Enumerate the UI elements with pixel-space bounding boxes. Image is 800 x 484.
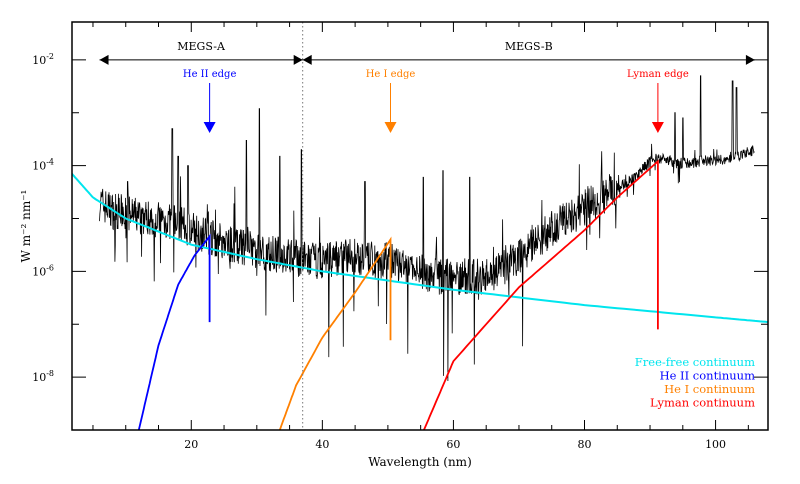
series-line-4 bbox=[423, 159, 659, 430]
legend-entry-2: He II continuum bbox=[660, 369, 756, 383]
legend-entry-4: Lyman continuum bbox=[650, 396, 755, 410]
edge-label-1: He II edge bbox=[183, 69, 237, 80]
x-tick-label: 100 bbox=[705, 438, 726, 451]
y-tick-base: 10 bbox=[32, 265, 46, 278]
series-line-1 bbox=[72, 173, 768, 324]
edge-arrowhead-3 bbox=[651, 122, 664, 133]
y-tick-label: 10-4 bbox=[32, 158, 54, 173]
legend-entry-1: Free-free continuum bbox=[635, 355, 755, 369]
x-tick-label: 40 bbox=[315, 438, 329, 451]
y-tick-exponent: -8 bbox=[46, 369, 54, 378]
y-tick-label: 10-2 bbox=[32, 52, 54, 67]
range-label-2: MEGS-B bbox=[505, 40, 553, 53]
x-tick-label: 60 bbox=[446, 438, 460, 451]
x-tick-label: 20 bbox=[184, 438, 198, 451]
range-arrowhead-left-2 bbox=[302, 54, 312, 65]
x-tick-label: 80 bbox=[577, 438, 591, 451]
edge-arrowhead-2 bbox=[384, 122, 397, 133]
y-tick-base: 10 bbox=[32, 371, 46, 384]
legend-entry-3: He I continuum bbox=[664, 382, 755, 396]
spectrum-line bbox=[99, 75, 755, 382]
y-tick-exponent: -4 bbox=[46, 158, 54, 167]
y-tick-label: 10-6 bbox=[32, 263, 54, 278]
plot-area bbox=[72, 75, 768, 430]
y-axis-label: W m⁻² nm⁻¹ bbox=[19, 190, 33, 263]
y-tick-label: 10-8 bbox=[32, 369, 54, 384]
y-tick-base: 10 bbox=[32, 160, 46, 173]
plot-frame bbox=[71, 21, 769, 431]
x-axis-label: Wavelength (nm) bbox=[368, 455, 472, 469]
series-line-3 bbox=[278, 236, 392, 430]
range-label-1: MEGS-A bbox=[177, 40, 226, 53]
range-arrowhead-left-1 bbox=[99, 54, 109, 65]
edge-label-3: Lyman edge bbox=[627, 69, 689, 80]
y-tick-exponent: -2 bbox=[46, 52, 54, 61]
y-tick-base: 10 bbox=[32, 54, 46, 67]
y-tick-exponent: -6 bbox=[46, 263, 54, 272]
range-arrowhead-right-1 bbox=[293, 54, 303, 65]
edge-label-2: He I edge bbox=[366, 69, 416, 80]
range-arrowhead-right-2 bbox=[745, 54, 755, 65]
edge-arrowhead-1 bbox=[203, 122, 216, 133]
series-line-2 bbox=[137, 233, 211, 430]
